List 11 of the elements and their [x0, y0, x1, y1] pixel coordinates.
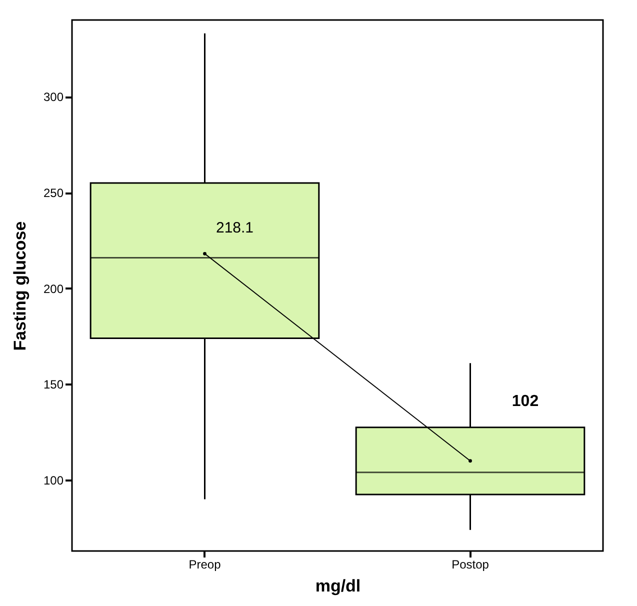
y-tick-label: 150: [43, 378, 64, 392]
x-tick-label: Preop: [188, 558, 222, 572]
y-tick-label: 100: [43, 474, 64, 488]
annotation: 102: [512, 392, 539, 410]
y-axis-title: Fasting glucose: [10, 221, 30, 351]
x-tick-label: Postop: [452, 558, 490, 572]
y-tick-label: 250: [43, 186, 64, 200]
annotation: 218.1: [216, 220, 254, 237]
y-tick-label: 300: [43, 90, 64, 104]
y-tick-label: 200: [43, 282, 64, 296]
x-axis-title: mg/dl: [315, 576, 361, 596]
